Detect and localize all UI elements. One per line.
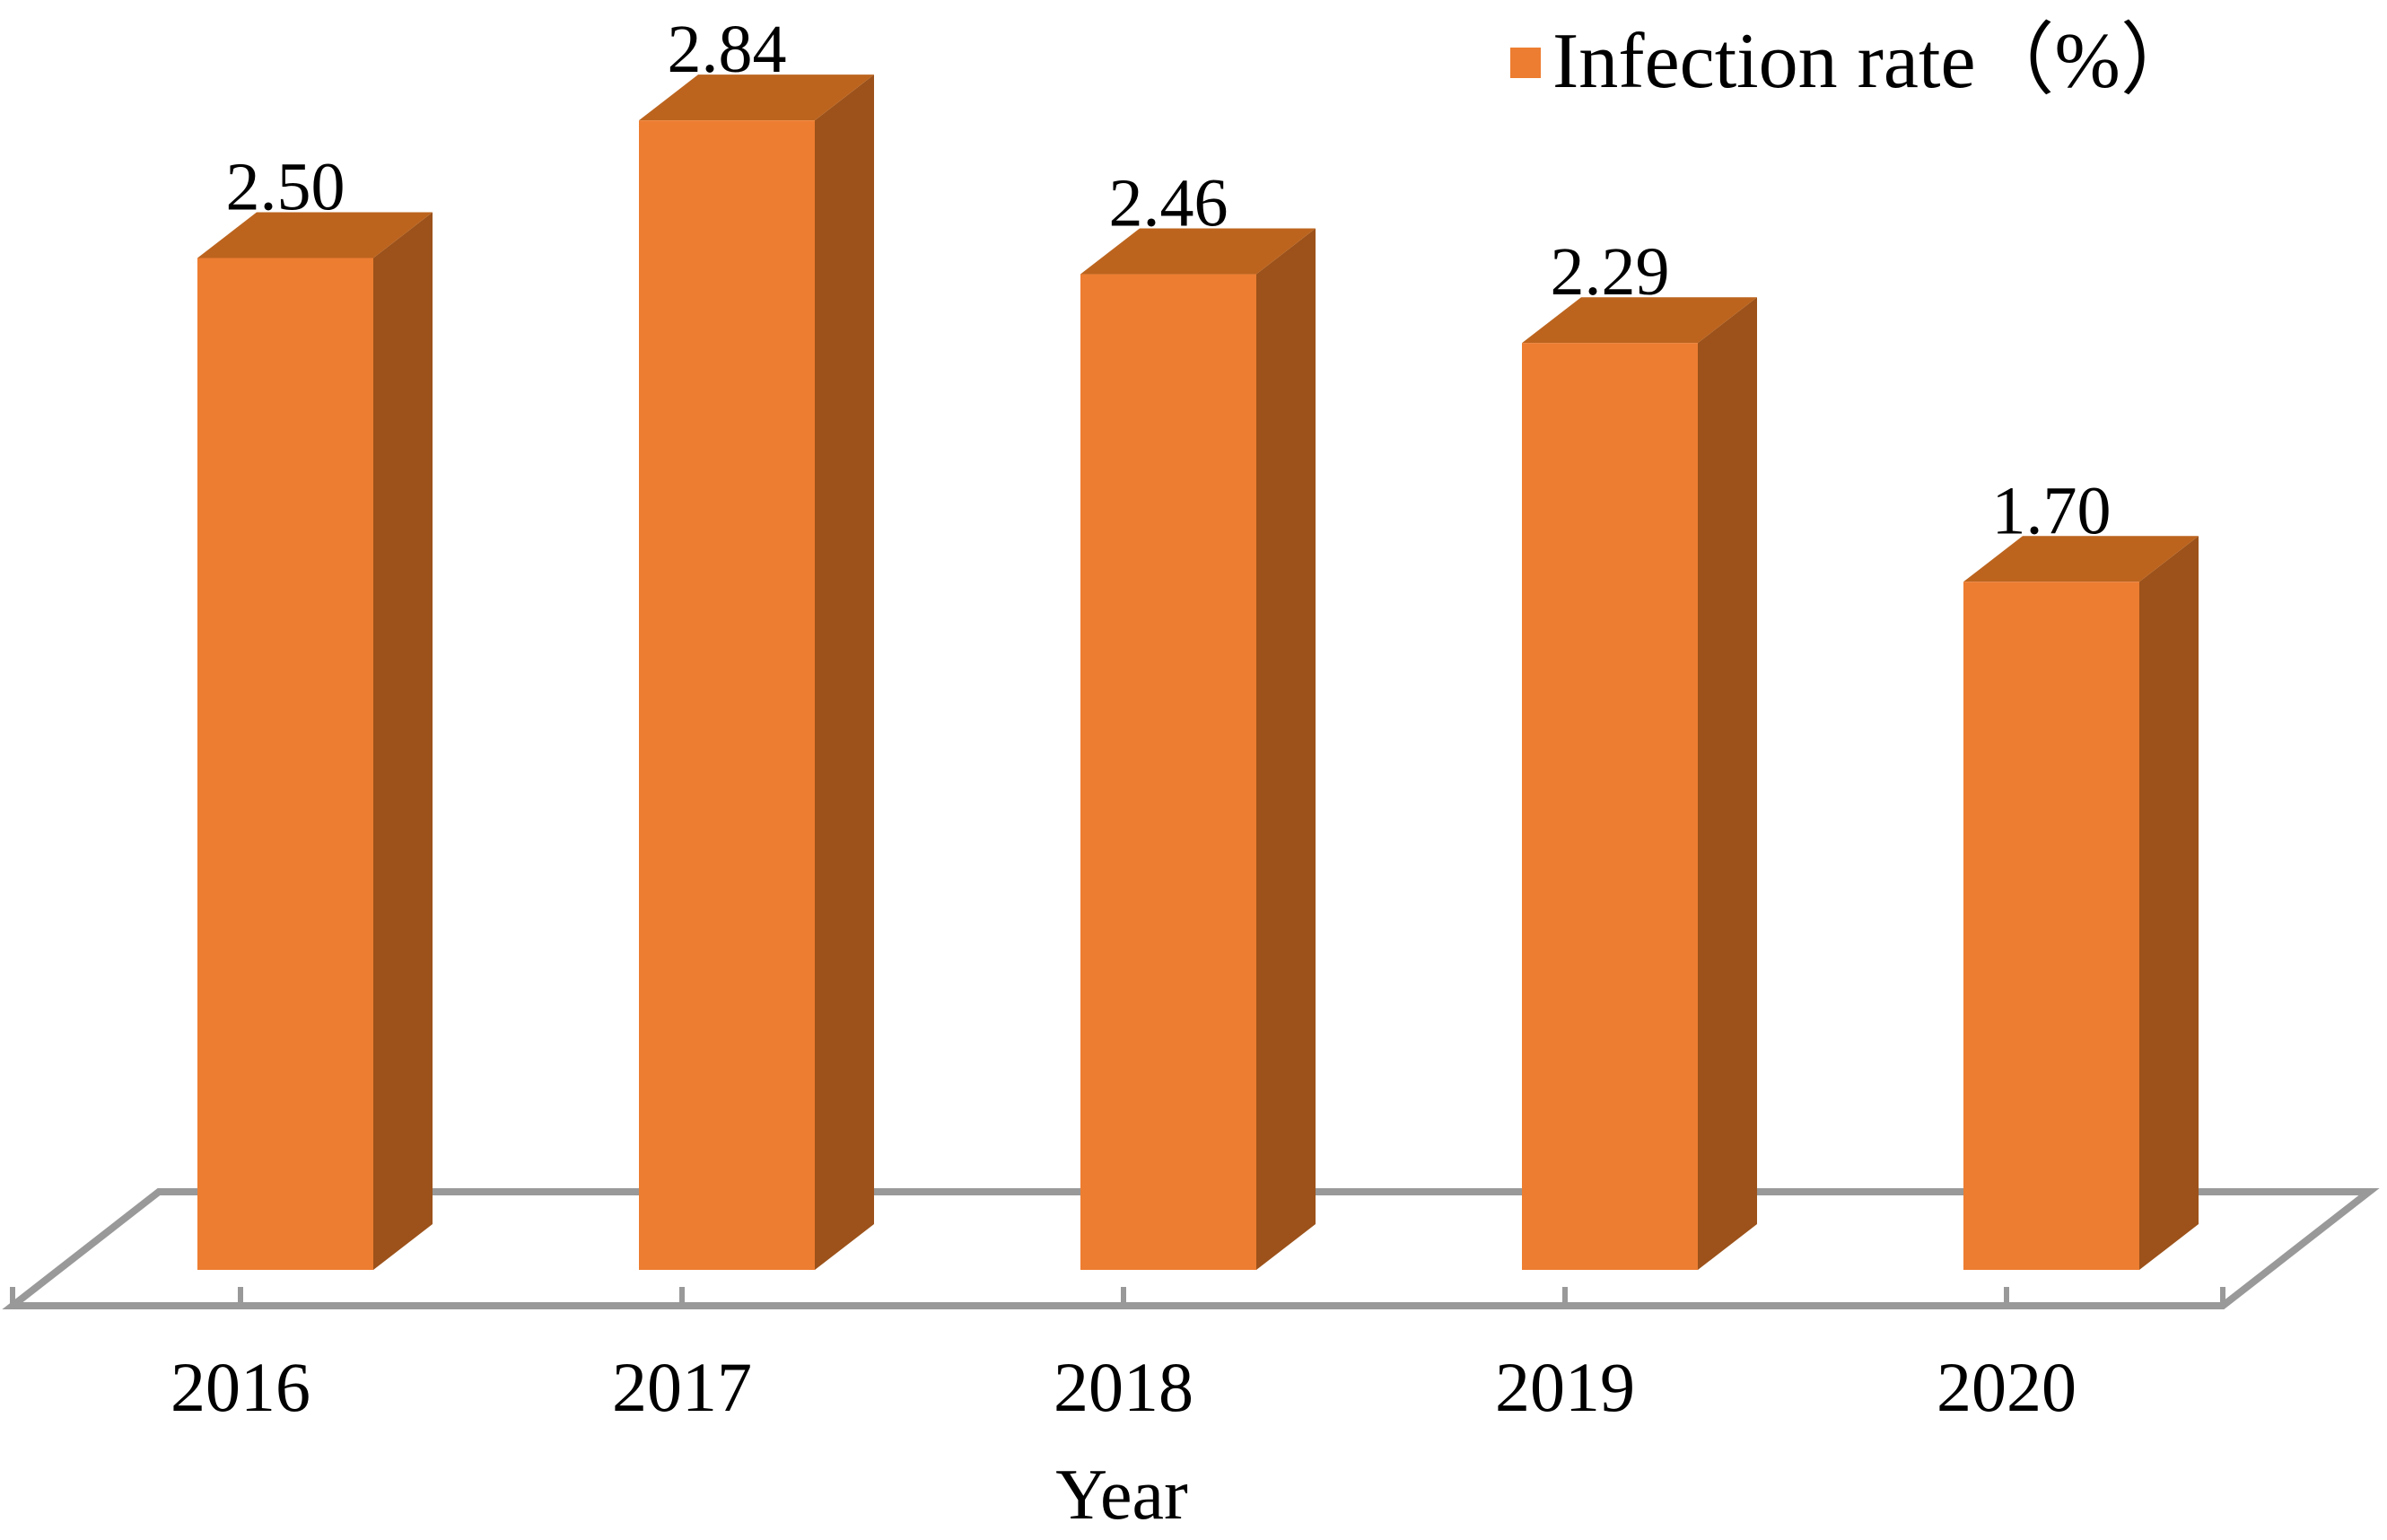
bar-top-face	[639, 74, 874, 121]
bar-side-face	[815, 74, 874, 1270]
data-label: 2.84	[668, 12, 787, 87]
bar-top-face	[1080, 228, 1316, 275]
bar-side-face	[1256, 228, 1316, 1270]
bar-2017	[639, 74, 874, 1270]
bar-top-face	[1522, 297, 1757, 344]
x-tick-label: 2020	[1937, 1348, 2077, 1426]
bar-top-face	[197, 212, 433, 258]
data-label: 2.29	[1551, 234, 1670, 310]
bar-2020	[1963, 536, 2199, 1270]
data-label: 2.46	[1109, 166, 1228, 241]
x-tick-label: 2018	[1054, 1348, 1194, 1426]
x-axis-title: Year	[1055, 1456, 1187, 1535]
bar-side-face	[2139, 536, 2199, 1270]
x-tick-label: 2016	[170, 1348, 310, 1426]
data-label: 2.50	[226, 150, 345, 225]
bar-front-face	[1080, 274, 1256, 1270]
legend: Infection rate（%）	[1510, 18, 2199, 105]
bar-top-face	[1963, 536, 2199, 582]
x-tick-label: 2019	[1495, 1348, 1635, 1426]
legend-swatch	[1510, 48, 1541, 78]
bar-front-face	[1963, 582, 2139, 1270]
bar-side-face	[373, 212, 433, 1270]
legend-label: Infection rate（%）	[1552, 18, 2199, 105]
bar-front-face	[639, 120, 815, 1270]
bar-2019	[1522, 297, 1757, 1271]
plot-floor	[2, 1188, 2380, 1309]
bar-side-face	[1698, 297, 1757, 1271]
bar-front-face	[197, 258, 373, 1270]
bar-2018	[1080, 228, 1316, 1270]
x-tick-label: 2017	[612, 1348, 752, 1426]
data-label: 1.70	[1992, 473, 2112, 548]
bar-2016	[197, 212, 433, 1270]
bar-front-face	[1522, 343, 1698, 1271]
